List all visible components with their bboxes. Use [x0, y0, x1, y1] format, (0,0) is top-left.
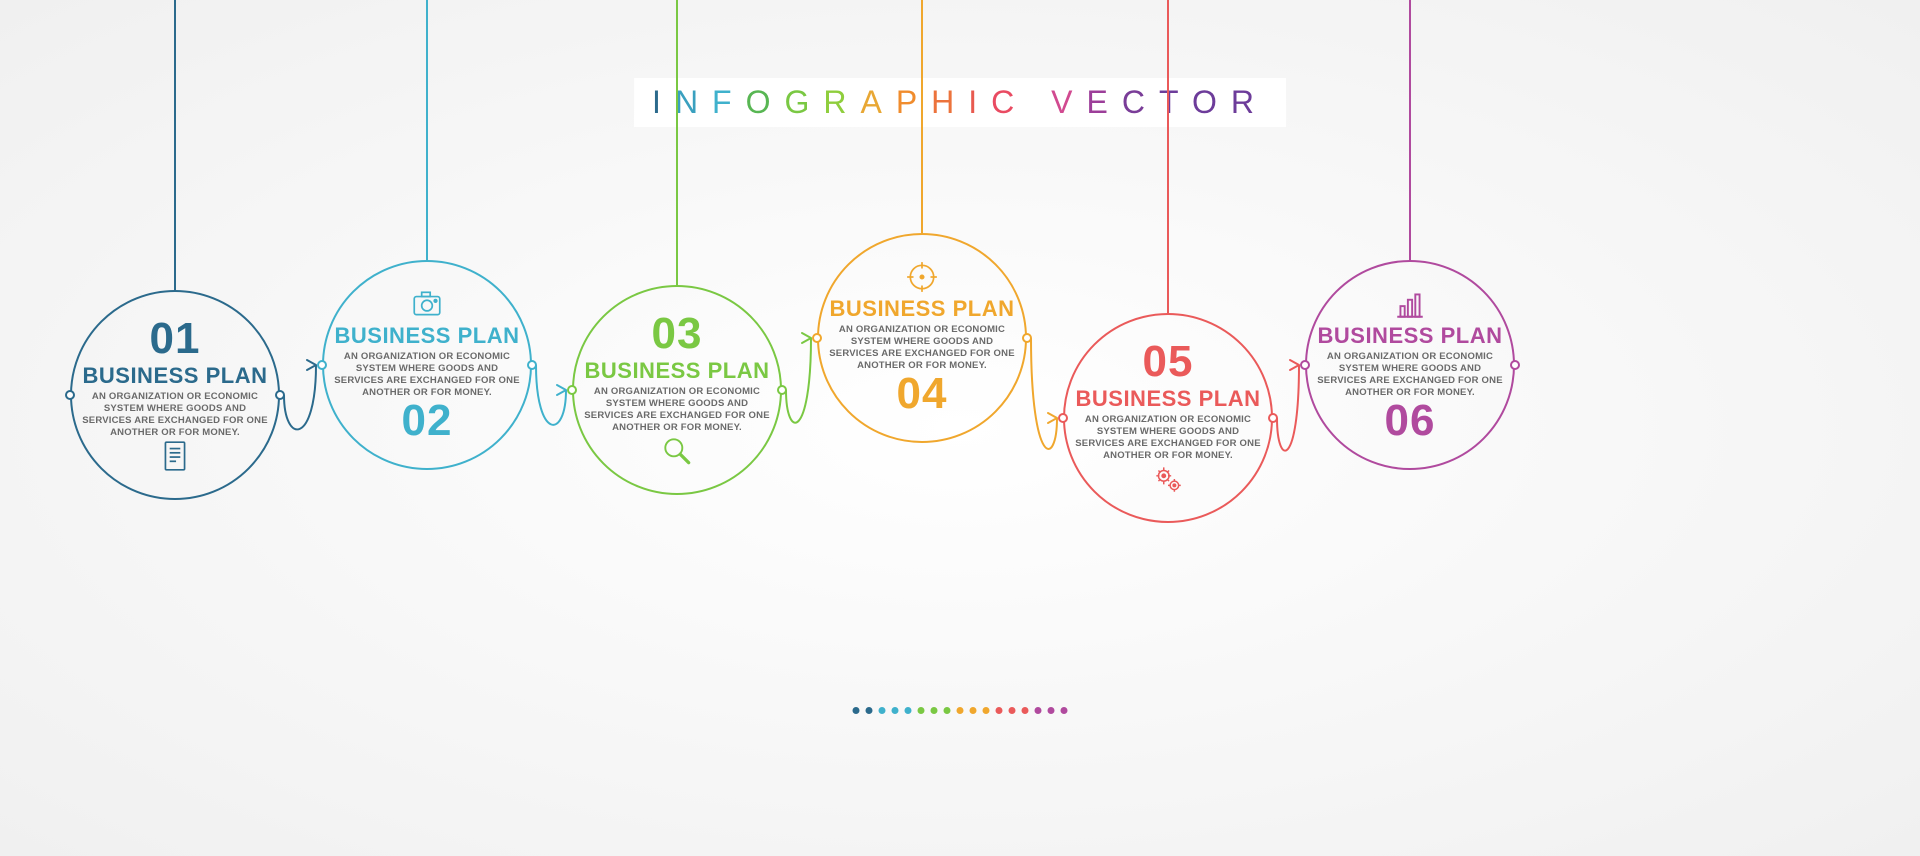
pager-dot	[996, 707, 1003, 714]
node-body: AN ORGANIZATION OR ECONOMIC SYSTEM WHERE…	[578, 386, 776, 434]
target-icon	[905, 260, 939, 294]
pager-dot	[957, 707, 964, 714]
pager-dot	[1022, 707, 1029, 714]
hanger-line	[921, 0, 923, 233]
pager-dot	[879, 707, 886, 714]
infographic-node-04: BUSINESS PLANAN ORGANIZATION OR ECONOMIC…	[817, 233, 1027, 443]
node-number: 04	[897, 372, 948, 416]
hanger-line	[426, 0, 428, 260]
infographic-node-05: 05BUSINESS PLANAN ORGANIZATION OR ECONOM…	[1063, 313, 1273, 523]
pager-dot	[892, 707, 899, 714]
node-body: AN ORGANIZATION OR ECONOMIC SYSTEM WHERE…	[1069, 414, 1267, 462]
node-heading: BUSINESS PLAN	[83, 363, 268, 389]
node-body: AN ORGANIZATION OR ECONOMIC SYSTEM WHERE…	[823, 324, 1021, 372]
connector-arrow	[526, 355, 578, 450]
gears-icon	[1151, 462, 1185, 496]
node-content: BUSINESS PLANAN ORGANIZATION OR ECONOMIC…	[817, 233, 1027, 443]
node-heading: BUSINESS PLAN	[830, 296, 1015, 322]
camera-icon	[410, 287, 444, 321]
infographic-node-01: 01BUSINESS PLANAN ORGANIZATION OR ECONOM…	[70, 290, 280, 500]
chart-icon	[1393, 287, 1427, 321]
pager-dot	[918, 707, 925, 714]
node-number: 01	[150, 317, 201, 361]
infographic-node-03: 03BUSINESS PLANAN ORGANIZATION OR ECONOM…	[572, 285, 782, 495]
node-content: BUSINESS PLANAN ORGANIZATION OR ECONOMIC…	[1305, 260, 1515, 470]
infographic-stage: 01BUSINESS PLANAN ORGANIZATION OR ECONOM…	[0, 0, 1920, 856]
node-number: 03	[652, 312, 703, 356]
node-heading: BUSINESS PLAN	[335, 323, 520, 349]
hanger-line	[1167, 0, 1169, 313]
magnifier-icon	[660, 434, 694, 468]
pager-dot	[866, 707, 873, 714]
node-content: BUSINESS PLANAN ORGANIZATION OR ECONOMIC…	[322, 260, 532, 470]
node-body: AN ORGANIZATION OR ECONOMIC SYSTEM WHERE…	[76, 391, 274, 439]
node-content: 01BUSINESS PLANAN ORGANIZATION OR ECONOM…	[70, 290, 280, 500]
node-content: 05BUSINESS PLANAN ORGANIZATION OR ECONOM…	[1063, 313, 1273, 523]
hanger-line	[174, 0, 176, 290]
infographic-node-02: BUSINESS PLANAN ORGANIZATION OR ECONOMIC…	[322, 260, 532, 470]
node-heading: BUSINESS PLAN	[585, 358, 770, 384]
document-icon	[158, 439, 192, 473]
pager-dot	[983, 707, 990, 714]
node-number: 06	[1385, 399, 1436, 443]
pager-dot	[1009, 707, 1016, 714]
node-body: AN ORGANIZATION OR ECONOMIC SYSTEM WHERE…	[1311, 351, 1509, 399]
pager-dot	[1061, 707, 1068, 714]
node-number: 02	[402, 399, 453, 443]
pager-dots	[853, 707, 1068, 714]
connector-arrow	[776, 328, 823, 450]
connector-arrow	[1021, 328, 1069, 478]
hanger-line	[1409, 0, 1411, 260]
pager-dot	[1035, 707, 1042, 714]
connector-arrow	[274, 355, 328, 455]
node-heading: BUSINESS PLAN	[1076, 386, 1261, 412]
node-content: 03BUSINESS PLANAN ORGANIZATION OR ECONOM…	[572, 285, 782, 495]
pager-dot	[1048, 707, 1055, 714]
pager-dot	[970, 707, 977, 714]
node-heading: BUSINESS PLAN	[1318, 323, 1503, 349]
infographic-node-06: BUSINESS PLANAN ORGANIZATION OR ECONOMIC…	[1305, 260, 1515, 470]
node-number: 05	[1143, 340, 1194, 384]
hanger-line	[676, 0, 678, 285]
pager-dot	[853, 707, 860, 714]
pager-dot	[905, 707, 912, 714]
pager-dot	[944, 707, 951, 714]
pager-dot	[931, 707, 938, 714]
node-body: AN ORGANIZATION OR ECONOMIC SYSTEM WHERE…	[328, 351, 526, 399]
